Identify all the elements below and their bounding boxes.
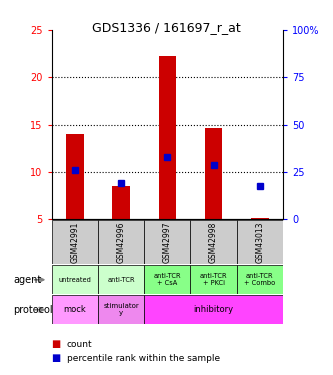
Bar [237,220,283,264]
Text: GSM42998: GSM42998 [209,222,218,263]
Text: anti-TCR
+ CsA: anti-TCR + CsA [154,273,181,286]
Text: GSM43013: GSM43013 [255,222,264,263]
Text: mock: mock [63,305,86,314]
Text: anti-TCR
+ Combo: anti-TCR + Combo [244,273,275,286]
Bar [190,265,237,294]
Text: ■: ■ [52,353,61,363]
Text: GSM42991: GSM42991 [70,222,79,263]
Text: anti-TCR
+ PKCi: anti-TCR + PKCi [200,273,227,286]
Text: ■: ■ [52,339,61,349]
Text: stimulator
y: stimulator y [103,303,139,316]
Text: anti-TCR: anti-TCR [107,277,135,283]
Text: GDS1336 / 161697_r_at: GDS1336 / 161697_r_at [92,21,241,34]
Bar [190,220,237,264]
Bar [251,218,269,219]
Text: percentile rank within the sample: percentile rank within the sample [67,354,220,363]
Bar [144,220,190,264]
Bar [159,56,176,219]
Bar [98,265,144,294]
Text: count: count [67,340,92,349]
Bar [66,134,84,219]
Text: GSM42997: GSM42997 [163,222,172,263]
Bar [112,186,130,219]
Bar [52,220,98,264]
Bar [52,265,98,294]
Bar [205,128,222,219]
Bar [144,295,283,324]
Text: inhibitory: inhibitory [193,305,234,314]
Text: untreated: untreated [58,277,91,283]
Bar [98,295,144,324]
Bar [237,265,283,294]
Bar [98,220,144,264]
Text: GSM42996: GSM42996 [117,222,126,263]
Bar [144,265,190,294]
Text: protocol: protocol [13,305,53,315]
Text: agent: agent [13,275,42,285]
Bar [52,295,98,324]
